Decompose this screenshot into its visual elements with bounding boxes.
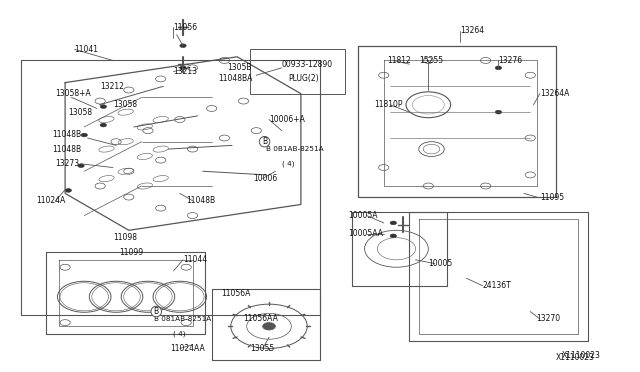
Text: 11056AA: 11056AA [244, 314, 278, 323]
Text: 13270: 13270 [537, 314, 561, 323]
Text: 11099: 11099 [119, 248, 143, 257]
Text: 13058: 13058 [113, 100, 137, 109]
Text: B 0B1AB-8251A: B 0B1AB-8251A [266, 146, 323, 152]
Text: 00933-12890: 00933-12890 [282, 60, 333, 69]
Circle shape [390, 234, 396, 238]
Text: 11041: 11041 [75, 45, 99, 54]
Text: ( 4): ( 4) [282, 161, 294, 167]
Text: 11810P: 11810P [374, 100, 403, 109]
Text: 11048BA: 11048BA [218, 74, 252, 83]
Text: 13212: 13212 [100, 82, 124, 91]
Text: X1110023: X1110023 [556, 353, 595, 362]
Text: ( 4): ( 4) [173, 330, 186, 337]
Text: 13058: 13058 [68, 108, 92, 117]
Text: 11024A: 11024A [36, 196, 66, 205]
Text: 10006+A: 10006+A [269, 115, 305, 124]
Circle shape [495, 66, 502, 70]
Text: 11098: 11098 [113, 233, 137, 242]
Text: B: B [262, 137, 267, 146]
Text: 13055: 13055 [250, 344, 274, 353]
Circle shape [180, 66, 186, 70]
Text: 10006: 10006 [253, 174, 277, 183]
Circle shape [65, 189, 72, 192]
Text: 13276: 13276 [499, 56, 522, 65]
Circle shape [495, 110, 502, 114]
Text: 11048B: 11048B [186, 196, 215, 205]
Text: 10005AA: 10005AA [349, 230, 383, 238]
Text: 13273: 13273 [56, 159, 79, 169]
Text: 11056: 11056 [173, 23, 198, 32]
Text: 10005: 10005 [428, 259, 452, 268]
Text: 13058+A: 13058+A [56, 89, 92, 98]
Circle shape [81, 133, 88, 137]
Circle shape [100, 105, 106, 109]
Circle shape [78, 164, 84, 167]
Text: B: B [154, 307, 159, 316]
Text: X1110023: X1110023 [562, 350, 601, 359]
Circle shape [262, 323, 275, 330]
Text: 13264: 13264 [460, 26, 484, 35]
Text: 1305B: 1305B [228, 63, 252, 72]
Text: B 081AB-8251A: B 081AB-8251A [154, 316, 212, 322]
Text: 11056A: 11056A [221, 289, 251, 298]
Text: 11044: 11044 [183, 255, 207, 264]
Text: 11048B: 11048B [52, 130, 81, 139]
Text: PLUG(2): PLUG(2) [288, 74, 319, 83]
Text: 11048B: 11048B [52, 145, 81, 154]
Text: 24136T: 24136T [483, 281, 511, 290]
Text: 13213: 13213 [173, 67, 197, 76]
Text: 11095: 11095 [540, 193, 564, 202]
Circle shape [100, 123, 106, 127]
Circle shape [390, 221, 396, 225]
Text: 11812: 11812 [387, 56, 411, 65]
Text: 13264A: 13264A [540, 89, 569, 98]
Circle shape [180, 44, 186, 48]
Text: 11024AA: 11024AA [170, 344, 205, 353]
Text: 15255: 15255 [419, 56, 443, 65]
Text: 10005A: 10005A [349, 211, 378, 220]
